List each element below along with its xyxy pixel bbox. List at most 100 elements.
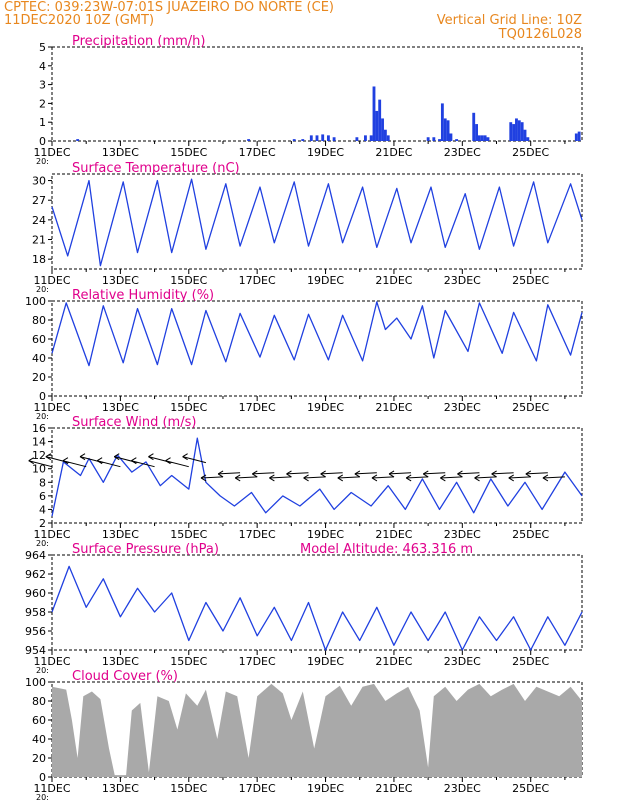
x-tick-label: 17DEC — [239, 782, 276, 795]
precip-bar — [574, 133, 578, 141]
x-tick-label: 25DEC — [512, 528, 549, 541]
wind-arrow — [97, 460, 121, 468]
y-tick-label: 27 — [32, 194, 46, 207]
y-tick-label: 40 — [32, 733, 46, 746]
wind-arrow-head — [62, 457, 69, 465]
panel-title: Surface Pressure (hPa) — [72, 542, 219, 557]
x-tick-label: 21DEC — [375, 782, 412, 795]
plot-frame — [51, 173, 583, 270]
x-axis-year-fragment: 20: — [36, 666, 49, 675]
x-tick-label: 11DEC — [33, 528, 70, 541]
wind-arrow-head — [217, 470, 224, 478]
series-line — [51, 565, 583, 651]
x-tick-label: 15DEC — [170, 528, 207, 541]
y-tick-label: 16 — [32, 422, 46, 435]
wind-arrow-head — [320, 470, 326, 478]
cloud-cover-area — [52, 683, 582, 777]
panel-5: 0 20 40 60 80 100 11DEC 13DEC 15DEC 17DEC 19DEC 21D… — [25, 669, 583, 800]
station-title: CPTEC: 039:23W-07:01S JUAZEIRO DO NORTE … — [4, 0, 334, 15]
precip-bar — [517, 120, 521, 141]
x-tick-label: 19DEC — [307, 655, 344, 668]
wind-arrow-head — [542, 474, 549, 482]
y-tick-label: 100 — [25, 676, 46, 689]
model-altitude: Model Altitude: 463.316 m — [300, 542, 473, 557]
wind-arrow — [218, 472, 241, 475]
x-tick-label: 23DEC — [444, 655, 481, 668]
precip-bar — [475, 124, 478, 141]
y-tick-label: 1 — [39, 116, 46, 129]
precip-bar — [375, 110, 379, 141]
precip-bar — [446, 120, 450, 141]
x-tick-label: 13DEC — [102, 655, 139, 668]
wind-arrow — [457, 472, 480, 475]
precip-bar — [526, 137, 530, 141]
x-axis-year-fragment: 20: — [36, 539, 49, 548]
y-tick-label: 40 — [32, 352, 46, 365]
y-tick-label: 24 — [32, 214, 46, 227]
y-tick-label: 0 — [39, 135, 46, 148]
wind-arrow-head — [405, 474, 412, 482]
y-tick-label: 0 — [39, 390, 46, 403]
x-tick-label: 25DEC — [512, 274, 549, 287]
precip-bar — [577, 131, 581, 141]
wind-arrow-head — [371, 474, 378, 482]
x-tick-label: 25DEC — [512, 146, 549, 159]
wind-arrow — [542, 476, 565, 479]
precip-bar — [292, 139, 296, 141]
panel-title: Surface Temperature (nC) — [72, 161, 240, 176]
precip-bar — [515, 118, 518, 141]
y-tick-label: 21 — [32, 234, 46, 247]
plot-frame — [51, 427, 583, 524]
y-tick-label: 2 — [39, 97, 46, 110]
precip-bar — [523, 129, 527, 141]
wind-arrow — [165, 460, 189, 468]
x-tick-label: 11DEC — [33, 655, 70, 668]
y-tick-label: 20 — [32, 752, 46, 765]
y-tick-label: 100 — [25, 295, 46, 308]
wind-arrow-head — [165, 457, 171, 465]
precip-bar — [486, 137, 490, 141]
x-tick-label: 25DEC — [512, 655, 549, 668]
wind-arrow-head — [269, 474, 275, 482]
wind-arrow-head — [79, 453, 86, 461]
precip-bar — [301, 139, 305, 141]
run-id: TQ0126L028 — [498, 27, 582, 42]
y-tick-label: 3 — [39, 79, 46, 92]
wind-arrow — [406, 476, 429, 479]
x-tick-label: 19DEC — [307, 274, 344, 287]
y-tick-label: 30 — [32, 175, 46, 188]
wind-arrow-head — [491, 470, 497, 478]
precip-bar — [483, 135, 487, 141]
plot-frame — [51, 300, 583, 397]
panel-2: 0 20 40 60 80 100 11DEC 13DEC 15DEC 17DEC 19DEC 21D… — [25, 288, 583, 421]
panel-title: Surface Wind (m/s) — [72, 415, 196, 430]
precip-bar — [76, 139, 80, 141]
precip-bar — [321, 134, 325, 141]
x-tick-label: 13DEC — [102, 146, 139, 159]
wind-arrow — [62, 460, 87, 468]
precip-bar — [440, 103, 444, 141]
wind-arrow — [182, 456, 206, 464]
precip-bar — [381, 118, 384, 141]
wind-arrow — [252, 472, 275, 475]
precip-bar — [332, 137, 336, 141]
wind-arrow — [269, 476, 292, 479]
y-tick-label: 80 — [32, 695, 46, 708]
y-tick-label: 80 — [32, 314, 46, 327]
y-tick-label: 12 — [32, 449, 46, 462]
precip-bar — [355, 137, 359, 141]
precip-bar — [480, 135, 484, 141]
y-tick-label: 18 — [32, 253, 46, 266]
wind-arrow — [491, 472, 514, 475]
x-tick-label: 13DEC — [102, 401, 139, 414]
x-tick-label: 11DEC — [33, 782, 70, 795]
x-tick-label: 13DEC — [102, 528, 139, 541]
y-tick-label: 964 — [25, 549, 46, 562]
precip-bar — [386, 135, 390, 141]
y-tick-label: 960 — [25, 587, 46, 600]
wind-arrow — [286, 472, 309, 475]
wind-arrow-head — [303, 474, 309, 482]
wind-arrow — [303, 476, 326, 479]
precip-bar — [383, 129, 387, 141]
